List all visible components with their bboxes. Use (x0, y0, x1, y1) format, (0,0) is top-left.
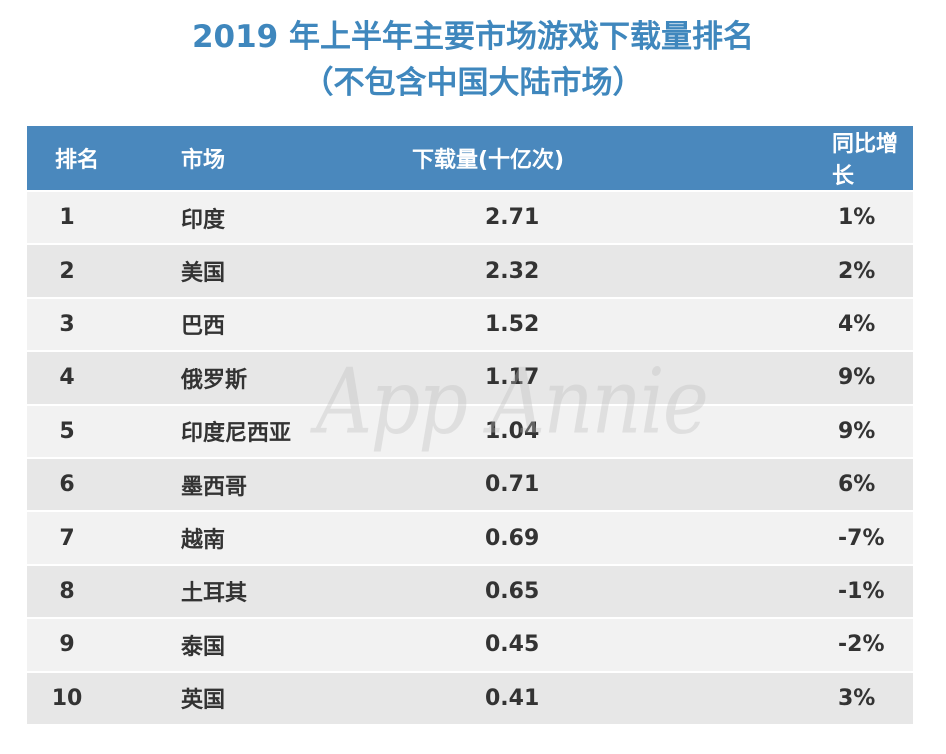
downloads-cell: 1.17 (412, 350, 717, 404)
growth-cell: 6% (717, 456, 913, 511)
table-body: 1 印度 2.71 1% 2 美国 2.32 2% 3 巴西 1.52 4% 4 俄罗斯 1.17 9% 5 印度… (27, 190, 913, 724)
table-row: 8 土耳其 0.65 -1% (27, 563, 913, 618)
growth-cell-text: -7% (838, 525, 885, 551)
market-cell-text: 土耳其 (181, 581, 248, 607)
rank-cell-text: 9 (59, 632, 75, 658)
downloads-cell-text: 1.17 (485, 365, 540, 391)
table-row: 5 印度尼西亚 1.04 9% (27, 403, 913, 457)
chart-subtitle: （不包含中国大陆市场） (302, 65, 644, 101)
downloads-cell: 0.69 (412, 510, 717, 564)
rank-cell: 3 (27, 296, 177, 351)
growth-cell: 2% (717, 243, 913, 297)
market-cell-text: 越南 (181, 528, 226, 554)
growth-cell-text: -1% (838, 578, 885, 604)
downloads-cell-text: 0.71 (485, 472, 540, 498)
rank-cell: 5 (27, 403, 177, 457)
market-cell-text: 印度尼西亚 (181, 421, 292, 447)
rank-cell: 8 (27, 563, 177, 618)
rank-cell-text: 1 (59, 205, 75, 231)
market-cell: 印度 (177, 190, 412, 244)
chart-title: 2019 年上半年主要市场游戏下载量排名 (191, 19, 755, 55)
rank-cell-text: 8 (59, 578, 75, 604)
rank-cell-text: 5 (59, 418, 75, 444)
header-market: 市场 (177, 126, 412, 190)
rank-cell: 7 (27, 510, 177, 564)
table-row: 3 巴西 1.52 4% (27, 296, 913, 351)
growth-cell-text: 9% (838, 418, 876, 444)
growth-cell: 9% (717, 403, 913, 457)
table-row: 6 墨西哥 0.71 6% (27, 456, 913, 511)
downloads-cell: 0.41 (412, 670, 717, 724)
rank-cell: 1 (27, 190, 177, 244)
downloads-cell-text: 0.69 (485, 525, 540, 551)
market-cell: 印度尼西亚 (177, 403, 412, 457)
market-cell-text: 墨西哥 (181, 474, 248, 500)
downloads-cell-text: 2.32 (485, 258, 540, 284)
growth-cell: 4% (717, 296, 913, 351)
market-cell: 巴西 (177, 296, 412, 351)
downloads-cell: 1.52 (412, 296, 717, 351)
rank-cell: 2 (27, 243, 177, 297)
market-cell: 土耳其 (177, 563, 412, 618)
rank-cell: 4 (27, 350, 177, 404)
rank-cell: 10 (27, 670, 177, 724)
header-growth: 同比增长 (717, 126, 913, 190)
rank-cell-text: 6 (59, 472, 75, 498)
rank-cell-text: 2 (59, 258, 75, 284)
growth-cell: -7% (717, 510, 913, 564)
table-header-row: 排名 市场 下载量(十亿次) 同比增长 (27, 126, 913, 190)
market-cell: 俄罗斯 (177, 350, 412, 404)
market-cell-text: 巴西 (181, 314, 226, 340)
header-rank: 排名 (27, 126, 177, 190)
downloads-cell: 0.45 (412, 617, 717, 671)
rank-cell-text: 10 (51, 685, 83, 711)
header-downloads: 下载量(十亿次) (412, 126, 717, 190)
growth-cell: -2% (717, 617, 913, 671)
rank-cell-text: 7 (59, 525, 75, 551)
market-cell: 墨西哥 (177, 456, 412, 511)
rank-cell: 6 (27, 456, 177, 511)
growth-cell: 3% (717, 670, 913, 724)
growth-cell: -1% (717, 563, 913, 618)
downloads-cell-text: 0.41 (485, 685, 540, 711)
market-cell-text: 英国 (181, 688, 226, 714)
table-row: 10 英国 0.41 3% (27, 670, 913, 724)
growth-cell-text: 6% (838, 472, 876, 498)
downloads-cell-text: 1.52 (485, 311, 540, 337)
market-cell-text: 泰国 (181, 634, 226, 660)
market-cell: 越南 (177, 510, 412, 564)
downloads-cell: 0.71 (412, 456, 717, 511)
downloads-cell-text: 1.04 (485, 418, 540, 444)
downloads-cell-text: 0.65 (485, 578, 540, 604)
table-row: 7 越南 0.69 -7% (27, 510, 913, 564)
rank-cell-text: 4 (59, 365, 75, 391)
market-cell-text: 美国 (181, 261, 226, 287)
growth-cell-text: 3% (838, 685, 876, 711)
downloads-cell-text: 0.45 (485, 632, 540, 658)
growth-cell: 9% (717, 350, 913, 404)
market-cell: 泰国 (177, 617, 412, 671)
downloads-cell-text: 2.71 (485, 205, 540, 231)
growth-cell-text: 1% (838, 205, 876, 231)
market-cell: 英国 (177, 670, 412, 724)
market-cell-text: 俄罗斯 (181, 367, 248, 393)
table-row: 4 俄罗斯 1.17 9% (27, 350, 913, 404)
downloads-cell: 1.04 (412, 403, 717, 457)
rank-cell-text: 3 (59, 311, 75, 337)
growth-cell-text: -2% (838, 632, 885, 658)
growth-cell-text: 4% (838, 311, 876, 337)
market-cell-text: 印度 (181, 207, 226, 233)
downloads-cell: 2.32 (412, 243, 717, 297)
market-cell: 美国 (177, 243, 412, 297)
downloads-cell: 2.71 (412, 190, 717, 244)
growth-cell-text: 2% (838, 258, 876, 284)
table-row: 9 泰国 0.45 -2% (27, 617, 913, 671)
growth-cell-text: 9% (838, 365, 876, 391)
ranking-table: 排名 市场 下载量(十亿次) 同比增长 1 印度 2.71 1% 2 美国 2.32 2% 3 巴… (27, 126, 913, 724)
growth-cell: 1% (717, 190, 913, 244)
table-row: 2 美国 2.32 2% (27, 243, 913, 297)
table-row: 1 印度 2.71 1% (27, 190, 913, 244)
downloads-cell: 0.65 (412, 563, 717, 618)
rank-cell: 9 (27, 617, 177, 671)
